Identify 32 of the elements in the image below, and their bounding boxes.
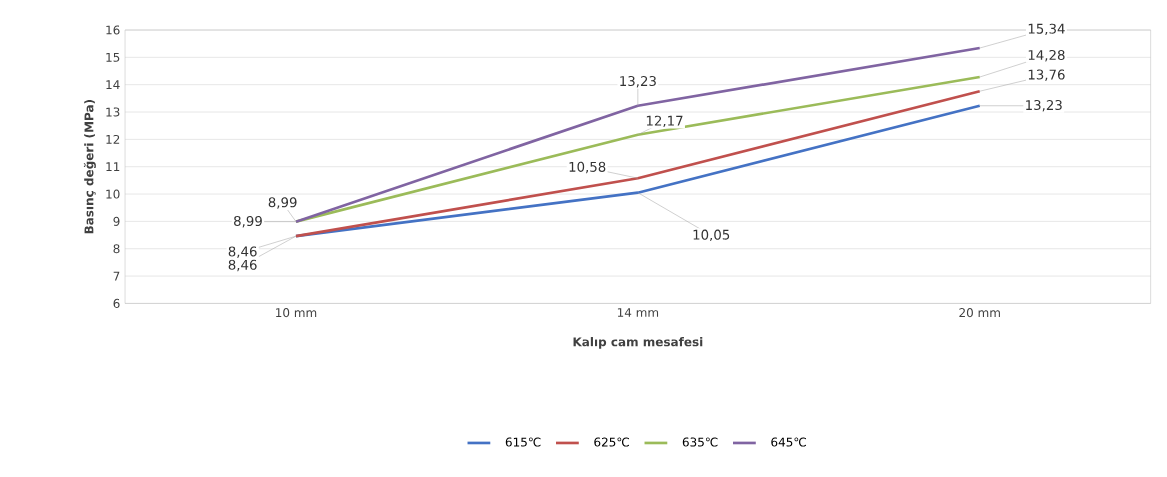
x-tick-label: 10 mm [276,307,317,317]
x-axis-title: Kalıp cam mesafesi [573,336,703,349]
legend-label: 615℃ [505,437,541,447]
y-tick-label: 11 [106,162,120,171]
y-tick-label: 15 [106,52,120,62]
data-label: 8,99 [268,197,297,209]
y-tick-label: 6 [113,298,120,308]
y-tick-label: 14 [106,80,120,89]
data-label: 15,34 [1028,23,1065,35]
data-label: 8,46 [228,246,257,258]
data-label: 8,46 [228,259,257,271]
y-tick-label: 10 [106,189,120,199]
data-label: 14,28 [1028,49,1065,62]
data-label: 8,99 [234,215,262,228]
x-tick-label: 20 mm [959,307,1000,317]
data-label: 12,17 [646,115,683,127]
data-label: 10,58 [569,161,606,174]
legend-label: 625℃ [594,437,630,447]
y-axis-title: Basınç değeri (MPa) [83,99,96,234]
data-label: 10,05 [693,229,730,241]
y-tick-label: 8 [113,243,120,254]
legend-label: 645℃ [771,437,807,447]
x-tick-label: 14 mm [617,307,659,317]
data-label: 13,76 [1028,69,1065,81]
y-tick-label: 12 [106,134,120,144]
y-tick-label: 9 [113,216,120,226]
data-label: 13,23 [620,75,656,88]
y-tick-label: 16 [106,25,120,35]
y-tick-label: 13 [106,107,120,117]
legend-label: 635℃ [682,437,718,447]
data-label: 13,23 [1026,99,1062,112]
y-tick-label: 7 [113,271,120,281]
